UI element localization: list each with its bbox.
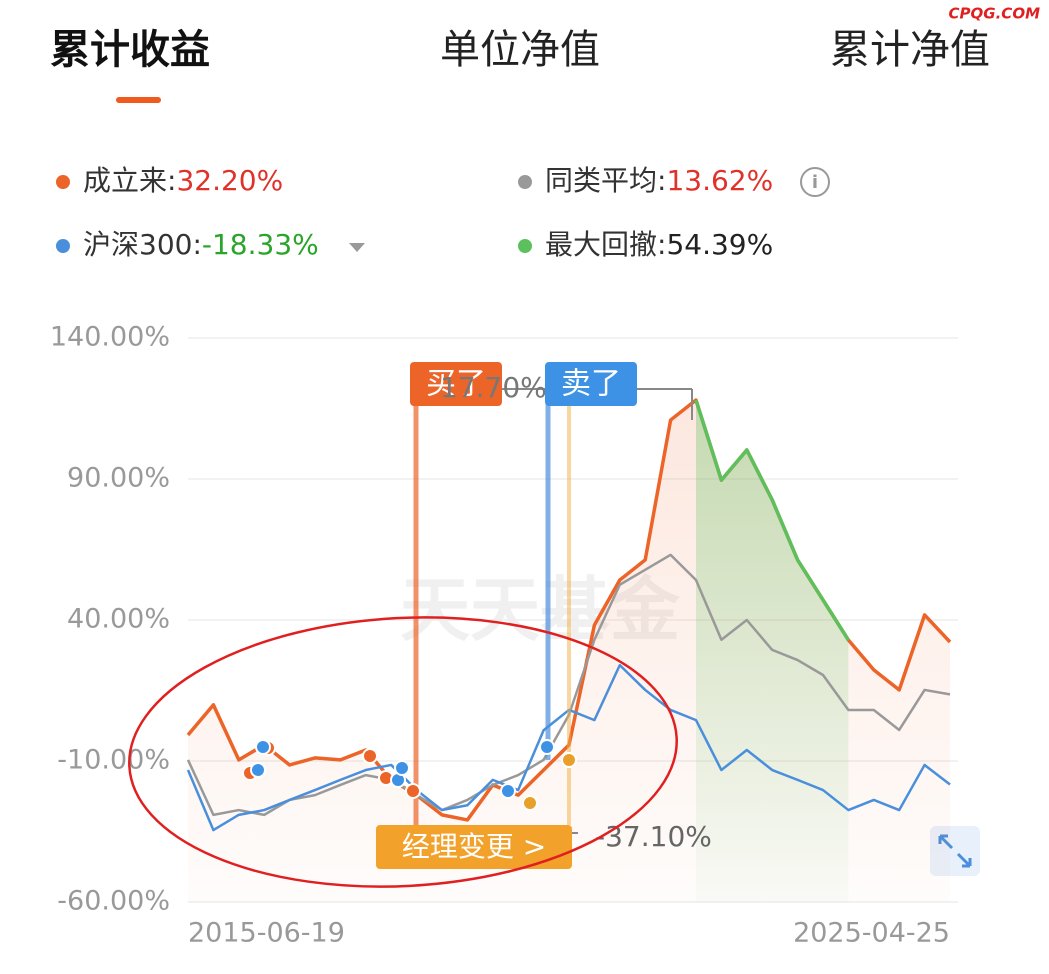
trade-dot [405, 783, 421, 799]
tab[interactable]: 累计收益 [50, 27, 210, 73]
legend-stat: 54.39% [666, 228, 773, 261]
buy-label: 买了 [426, 367, 486, 402]
trade-dot [250, 762, 266, 778]
tab-underline [116, 97, 161, 103]
legend-dot [518, 175, 532, 189]
trade-dot [255, 739, 271, 755]
highlight-ring [128, 616, 678, 888]
x-tick-label: 2015-06-19 [188, 918, 345, 949]
legend-label: 最大回撤:54.39% [545, 228, 773, 261]
x-tick-label: 2025-04-25 [793, 918, 950, 949]
legend-name: 沪深300: [83, 228, 202, 261]
legend-stat: 32.20% [176, 164, 283, 197]
y-tick-label: -10.00% [57, 745, 170, 776]
manager-box [376, 825, 572, 869]
info-icon-glyph: i [812, 172, 818, 193]
legend-dot [56, 175, 70, 189]
dropdown-arrow[interactable] [349, 243, 365, 252]
sell-label: 卖了 [561, 367, 621, 402]
trade-dot [500, 783, 516, 799]
legend-label: 同类平均:13.62% [545, 164, 773, 197]
trade-dot [522, 795, 538, 811]
legend-dot [518, 239, 532, 253]
line [694, 399, 850, 641]
legend-name: 同类平均: [545, 164, 666, 197]
legend-name: 最大回撤: [545, 228, 666, 261]
loss-label: -37.10% [595, 820, 712, 853]
trade-dot [394, 760, 410, 776]
tab[interactable]: 累计净值 [830, 27, 990, 73]
y-tick-label: -60.00% [57, 886, 170, 917]
legend-stat: 13.62% [666, 164, 773, 197]
y-tick-label: 140.00% [50, 322, 170, 353]
info-icon[interactable] [800, 167, 830, 197]
trade-dot [539, 739, 555, 755]
legend-label: 成立来:32.20% [83, 164, 283, 197]
site-mark: CPQG.COM [949, 5, 1041, 23]
legend-stat: -18.33% [202, 228, 319, 261]
legend-dot [56, 239, 70, 253]
manager-label: 经理变更 > [402, 830, 546, 863]
trade-dot [561, 752, 577, 768]
trade-dot [362, 748, 378, 764]
legend-label: 沪深300:-18.33% [83, 228, 319, 261]
legend-name: 成立来: [83, 164, 176, 197]
buy-box [410, 362, 502, 406]
sell-box [545, 362, 637, 406]
gain-label: 17.70% [440, 371, 547, 404]
y-tick-label: 40.00% [67, 604, 170, 635]
tab[interactable]: 单位净值 [440, 27, 600, 73]
y-tick-label: 90.00% [67, 463, 170, 494]
